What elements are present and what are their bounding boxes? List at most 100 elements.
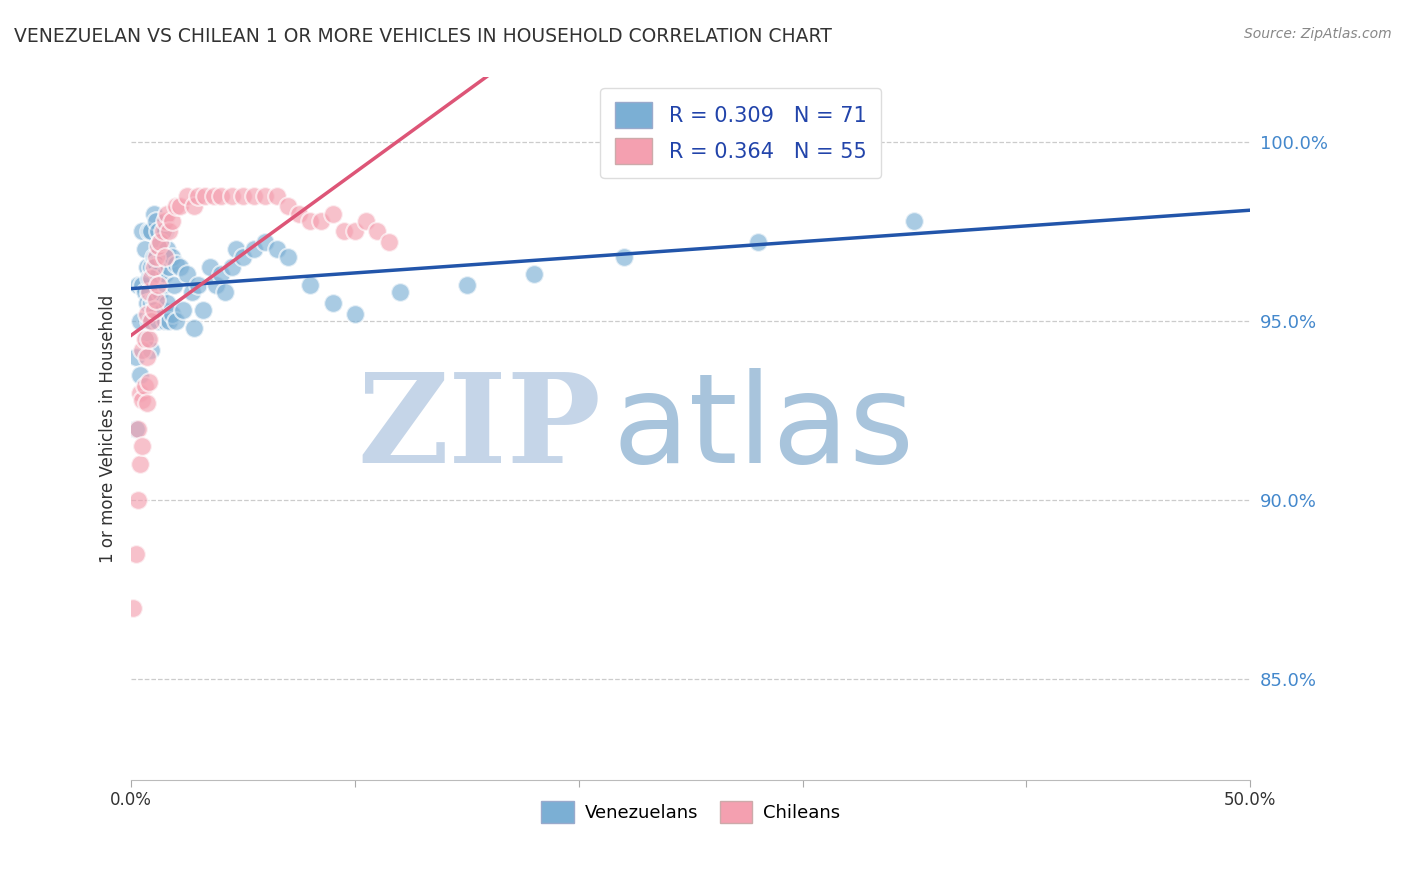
Point: [145, 250, 167, 264]
Point: [134, 243, 156, 257]
Point: [156, 206, 179, 220]
Point: [343, 307, 366, 321]
Point: [187, 188, 209, 202]
Point: [157, 314, 180, 328]
Point: [277, 199, 299, 213]
Point: [343, 225, 366, 239]
Point: [187, 278, 209, 293]
Point: [127, 493, 149, 508]
Point: [135, 332, 157, 346]
Point: [254, 188, 277, 202]
Point: [131, 439, 153, 453]
Point: [141, 314, 163, 328]
Point: [169, 260, 191, 275]
Point: [354, 213, 377, 227]
Point: [198, 260, 221, 275]
Point: [183, 199, 205, 213]
Point: [135, 396, 157, 410]
Point: [377, 235, 399, 250]
Point: [138, 285, 160, 300]
Text: Source: ZipAtlas.com: Source: ZipAtlas.com: [1244, 27, 1392, 41]
Point: [209, 188, 232, 202]
Point: [135, 307, 157, 321]
Point: [141, 296, 163, 310]
Point: [225, 243, 247, 257]
Point: [163, 278, 186, 293]
Point: [138, 225, 160, 239]
Y-axis label: 1 or more Vehicles in Household: 1 or more Vehicles in Household: [100, 294, 117, 563]
Point: [165, 314, 187, 328]
Point: [165, 199, 187, 213]
Point: [138, 332, 160, 346]
Point: [153, 268, 176, 282]
Point: [160, 307, 183, 321]
Point: [209, 268, 232, 282]
Point: [142, 260, 165, 275]
Point: [183, 321, 205, 335]
Point: [299, 213, 322, 227]
Point: [152, 250, 174, 264]
Point: [299, 278, 322, 293]
Point: [747, 235, 769, 250]
Point: [125, 547, 148, 561]
Point: [156, 296, 179, 310]
Point: [221, 188, 243, 202]
Point: [202, 188, 225, 202]
Point: [149, 285, 172, 300]
Point: [322, 296, 344, 310]
Point: [156, 243, 179, 257]
Point: [149, 235, 172, 250]
Point: [266, 243, 288, 257]
Point: [160, 250, 183, 264]
Point: [138, 271, 160, 285]
Point: [127, 421, 149, 435]
Point: [134, 332, 156, 346]
Point: [254, 235, 277, 250]
Point: [122, 600, 145, 615]
Text: ZIP: ZIP: [357, 368, 602, 489]
Point: [131, 392, 153, 407]
Point: [129, 385, 152, 400]
Point: [131, 225, 153, 239]
Point: [277, 250, 299, 264]
Point: [153, 250, 176, 264]
Point: [145, 293, 167, 307]
Point: [221, 260, 243, 275]
Point: [129, 368, 152, 382]
Point: [232, 188, 254, 202]
Point: [134, 285, 156, 300]
Point: [129, 458, 152, 472]
Point: [146, 314, 169, 328]
Point: [456, 278, 478, 293]
Point: [366, 225, 388, 239]
Point: [141, 225, 163, 239]
Point: [142, 250, 165, 264]
Point: [176, 268, 198, 282]
Point: [266, 188, 288, 202]
Point: [142, 303, 165, 318]
Point: [243, 188, 266, 202]
Point: [153, 225, 176, 239]
Point: [127, 278, 149, 293]
Point: [903, 213, 925, 227]
Point: [125, 421, 148, 435]
Point: [160, 213, 183, 227]
Point: [214, 285, 236, 300]
Point: [141, 271, 163, 285]
Point: [180, 285, 202, 300]
Point: [322, 206, 344, 220]
Point: [165, 257, 187, 271]
Point: [145, 213, 167, 227]
Point: [333, 225, 356, 239]
Point: [135, 260, 157, 275]
Point: [523, 268, 546, 282]
Point: [129, 314, 152, 328]
Point: [135, 350, 157, 364]
Point: [176, 188, 198, 202]
Point: [243, 243, 266, 257]
Point: [311, 213, 333, 227]
Point: [146, 278, 169, 293]
Point: [146, 239, 169, 253]
Point: [169, 199, 191, 213]
Point: [205, 278, 228, 293]
